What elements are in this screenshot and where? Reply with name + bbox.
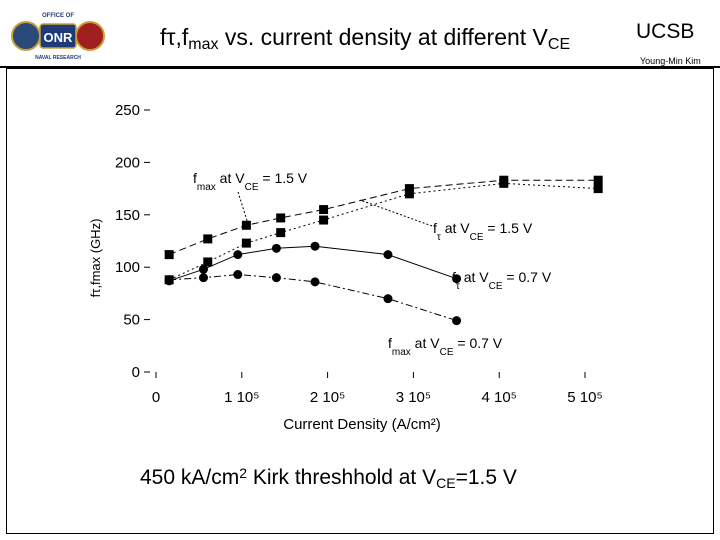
logo-bottom-text: NAVAL RESEARCH [35, 55, 81, 61]
data-point [404, 189, 414, 199]
data-point [233, 270, 243, 280]
data-point [310, 241, 320, 251]
y-tick-label: 50 [123, 312, 140, 329]
y-tick-label: 200 [115, 154, 140, 171]
org-name: UCSB [636, 20, 695, 43]
slide-frame [6, 68, 714, 534]
caption-mid: Kirk threshhold at V [247, 466, 437, 489]
data-point [383, 250, 393, 260]
data-point [203, 257, 213, 267]
x-tick-label: 0 [152, 389, 160, 406]
data-point [271, 273, 281, 283]
x-tick-label: 3 10⁵ [396, 389, 431, 406]
slide-title: fτ,fmax vs. current density at different… [160, 24, 570, 54]
data-point [241, 238, 251, 248]
series-line-2 [168, 182, 599, 281]
onr-logo: ONR OFFICE OF NAVAL RESEARCH [11, 13, 105, 61]
y-axis-label: fτ,fmax (GHz) [88, 219, 103, 298]
series-line-3 [169, 245, 457, 282]
data-point [383, 294, 393, 304]
title-sub2: CE [547, 36, 571, 53]
data-point [198, 273, 208, 283]
series-annotation-4: fmax at VCE = 0.7 V [388, 335, 503, 358]
x-tick-label: 5 10⁵ [567, 389, 602, 406]
caption-sup: 2 [239, 465, 248, 481]
series-annotation-2: fτ at VCE = 1.5 V [433, 220, 533, 243]
annotation-leader [359, 199, 433, 227]
logo-text: ONR [44, 30, 74, 45]
x-tick-label: 2 10⁵ [310, 389, 345, 406]
data-point [593, 175, 603, 185]
data-point [310, 277, 320, 287]
data-point [319, 215, 329, 225]
data-point [276, 228, 286, 238]
title-sub: max [188, 36, 219, 53]
caption-prefix: 450 kA/cm [140, 466, 240, 489]
y-tick-label: 250 [115, 102, 140, 119]
data-point [198, 264, 208, 274]
y-tick-label: 100 [115, 259, 140, 276]
logo-top-text: OFFICE OF [42, 13, 74, 19]
data-point [233, 250, 243, 260]
title-mid: vs. current density at different V [218, 24, 548, 50]
author-name: Young-Min Kim [640, 56, 701, 66]
data-point [164, 275, 174, 285]
data-point [319, 205, 329, 215]
data-point [452, 274, 462, 284]
caption: 450 kA/cm2 Kirk threshhold at VCE=1.5 V [140, 465, 517, 491]
x-tick-label: 1 10⁵ [224, 389, 259, 406]
data-point [271, 243, 281, 253]
data-point [593, 184, 603, 194]
series-annotation-1: fmax at VCE = 1.5 V [193, 170, 308, 193]
data-point [241, 220, 251, 230]
series-line-1 [169, 179, 599, 256]
data-point [499, 178, 509, 188]
series-annotation-3: fτ at VCE = 0.7 V [452, 269, 552, 292]
data-point [452, 316, 462, 326]
caption-suffix: =1.5 V [455, 466, 517, 489]
x-tick-label: 4 10⁵ [481, 389, 516, 406]
y-tick-label: 0 [132, 364, 140, 381]
header-divider [0, 66, 720, 68]
data-point [164, 250, 174, 260]
data-point [276, 213, 286, 223]
y-tick-label: 150 [115, 207, 140, 224]
data-point [203, 234, 213, 244]
caption-sub: CE [436, 475, 456, 491]
x-axis-label: Current Density (A/cm²) [283, 416, 441, 433]
onr-badge [39, 23, 77, 49]
title-prefix: fτ,f [160, 24, 189, 50]
data-point [404, 184, 414, 194]
annotation-leader [237, 191, 251, 231]
